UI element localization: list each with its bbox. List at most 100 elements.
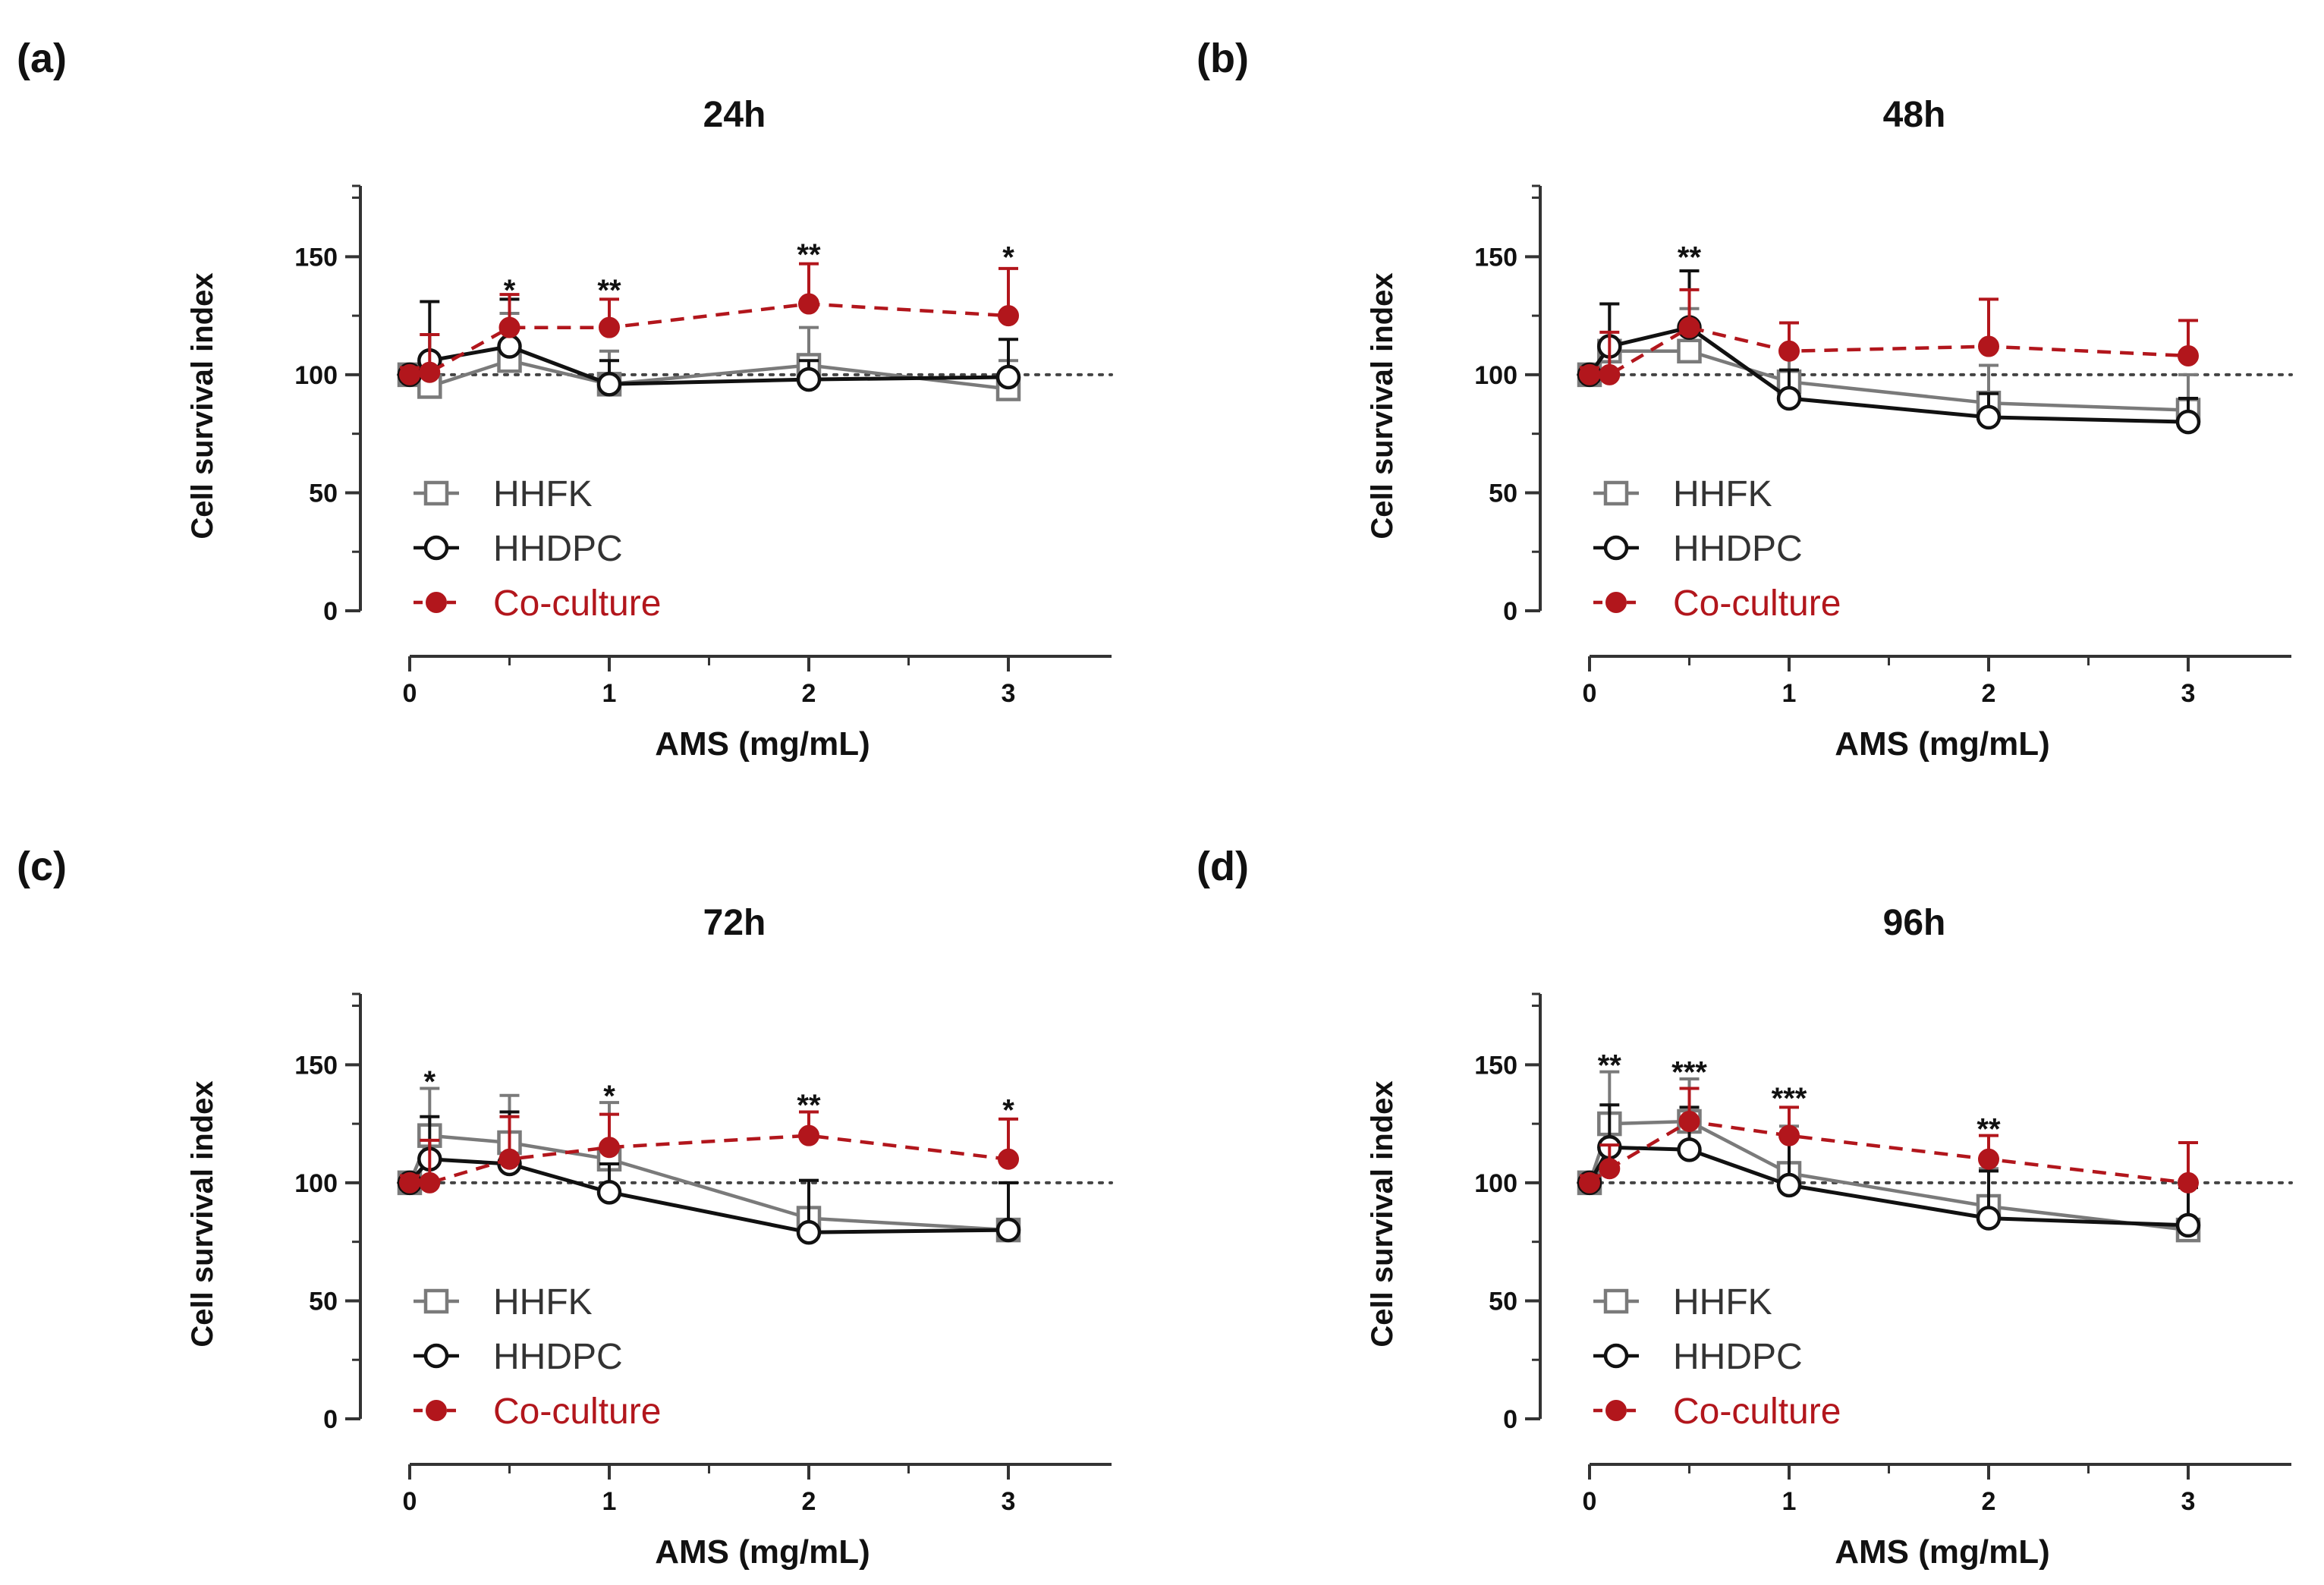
legend-marker — [426, 592, 447, 613]
data-point — [998, 1148, 1019, 1170]
significance-marker: ** — [1598, 1049, 1622, 1082]
chart-panel-1: (a) 24h 0 50 100 150 0 1 2 3 Cell survival index AM… — [17, 36, 1113, 763]
series-hhfk — [1577, 1070, 2201, 1243]
y-axis-label: Cell survival index — [1366, 272, 1399, 539]
x-tick-label: 2 — [1982, 679, 1996, 708]
x-tick-label: 0 — [1583, 1487, 1597, 1516]
y-tick-label: 150 — [1474, 1051, 1517, 1080]
chart-panel-4: (d) 96h 0 50 100 150 0 1 2 3 Cell survival index AM… — [1197, 844, 2293, 1571]
data-point — [1778, 1124, 1800, 1146]
y-tick-label: 0 — [323, 1405, 338, 1434]
x-tick-label: 1 — [1782, 679, 1797, 708]
y-tick-label: 100 — [294, 361, 338, 390]
legend-label: HHDPC — [493, 529, 623, 569]
data-point — [1976, 1206, 2002, 1231]
significance-marker: ** — [797, 238, 821, 272]
legend-entry-hhfk: HHFK — [1593, 474, 1772, 514]
data-point — [995, 364, 1021, 390]
x-tick-label: 1 — [602, 1487, 617, 1516]
y-tick-label: 100 — [1474, 1169, 1517, 1198]
legend-entry-hhdpc: HHDPC — [414, 529, 623, 569]
chart-title: 48h — [1883, 95, 1946, 135]
legend-entry-co-culture: Co-culture — [1593, 583, 1841, 624]
significance-marker: ** — [1678, 241, 1702, 274]
legend-label: HHDPC — [493, 1337, 623, 1377]
legend-entry-co-culture: Co-culture — [414, 1392, 661, 1432]
data-point — [498, 1148, 520, 1170]
series-line — [1587, 1145, 2189, 1228]
significance-marker: ** — [797, 1089, 821, 1122]
x-tick-label: 3 — [2181, 679, 2196, 708]
x-tick-label: 0 — [1583, 679, 1597, 708]
data-point — [1599, 1158, 1621, 1180]
legend-label: Co-culture — [493, 1392, 661, 1432]
legend-label: HHFK — [493, 474, 593, 514]
data-point — [798, 1124, 819, 1146]
significance-marker: *** — [1772, 1082, 1807, 1115]
data-point — [1579, 363, 1600, 385]
data-point — [1776, 1172, 1802, 1198]
legend-entry-hhdpc: HHDPC — [1593, 529, 1803, 569]
series-co-culture — [1579, 1087, 2199, 1193]
data-point — [419, 361, 441, 383]
panel-letter: (c) — [17, 844, 67, 889]
panel-letter: (d) — [1197, 844, 1249, 889]
y-tick-label: 50 — [1489, 479, 1517, 508]
data-point — [796, 1219, 822, 1245]
legend-marker — [1603, 480, 1629, 506]
legend-entry-co-culture: Co-culture — [414, 583, 661, 624]
significance-marker: * — [1002, 241, 1014, 274]
legend-marker — [423, 1343, 449, 1369]
significance-marker: * — [1002, 1093, 1014, 1127]
significance-marker: * — [424, 1065, 436, 1099]
series-line — [410, 1134, 1009, 1185]
series-hhdpc — [1577, 1103, 2201, 1238]
legend-entry-hhfk: HHFK — [414, 474, 593, 514]
data-point — [1599, 363, 1621, 385]
x-tick-label: 2 — [802, 679, 816, 708]
y-tick-label: 50 — [309, 1287, 338, 1316]
legend-marker — [423, 480, 449, 506]
x-tick-label: 3 — [2181, 1487, 2196, 1516]
y-axis-label: Cell survival index — [186, 1080, 219, 1347]
panel-letter: (a) — [17, 36, 67, 81]
data-point — [2175, 409, 2201, 435]
data-point — [599, 316, 620, 338]
x-tick-label: 2 — [802, 1487, 816, 1516]
data-point — [498, 316, 520, 338]
legend-marker — [423, 1288, 449, 1314]
significance-marker: * — [504, 274, 516, 307]
data-point — [596, 1180, 622, 1205]
series-co-culture — [1579, 288, 2199, 385]
data-point — [399, 363, 420, 385]
chart-panel-2: (b) 48h 0 50 100 150 0 1 2 3 Cell survival index AM… — [1197, 36, 2293, 763]
y-tick-label: 50 — [309, 479, 338, 508]
data-point — [1778, 340, 1800, 362]
series-hhfk — [397, 312, 1021, 401]
significance-marker: * — [603, 1080, 615, 1113]
x-tick-label: 2 — [1982, 1487, 1996, 1516]
data-point — [1678, 1111, 1700, 1132]
legend-marker — [426, 1400, 447, 1421]
data-point — [596, 372, 622, 397]
data-point — [497, 348, 522, 373]
data-point — [2178, 345, 2199, 366]
x-tick-label: 1 — [1782, 1487, 1797, 1516]
legend-entry-hhdpc: HHDPC — [1593, 1337, 1803, 1377]
data-point — [1776, 385, 1802, 411]
legend-label: HHDPC — [1673, 1337, 1803, 1377]
y-axis-label: Cell survival index — [1366, 1080, 1399, 1347]
data-point — [995, 1217, 1021, 1243]
y-tick-label: 0 — [1503, 597, 1517, 626]
series-line — [1587, 1119, 2189, 1232]
legend-label: HHDPC — [1673, 529, 1803, 569]
data-point — [796, 366, 822, 392]
series-co-culture — [399, 1110, 1019, 1193]
legend-entry-hhfk: HHFK — [414, 1282, 593, 1322]
data-point — [1579, 1171, 1600, 1193]
y-tick-label: 100 — [1474, 361, 1517, 390]
series-line — [409, 302, 1009, 377]
data-point — [1677, 1137, 1702, 1162]
series-line — [1588, 1119, 2189, 1185]
